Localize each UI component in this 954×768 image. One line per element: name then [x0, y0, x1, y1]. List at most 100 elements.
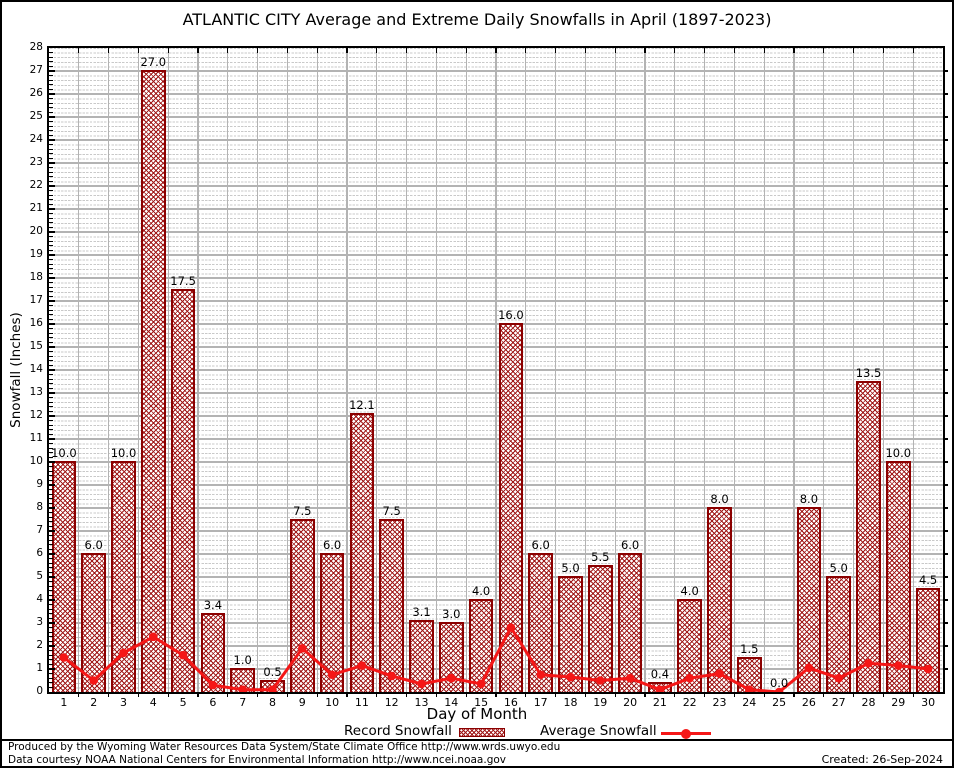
left-minor-tick [49, 558, 53, 560]
record-bar-day-5 [170, 288, 196, 692]
x-axis-title: Day of Month [426, 705, 528, 723]
bottom-boundary-tick [733, 692, 735, 697]
x-tick-label: 22 [682, 696, 697, 709]
record-bar-day-7 [230, 668, 255, 692]
bar-value-label: 0.5 [263, 664, 282, 679]
bottom-boundary-tick [465, 692, 467, 697]
record-bar-day-29 [886, 461, 911, 692]
record-bar-day-13 [409, 619, 434, 692]
right-major-tick [943, 645, 948, 647]
left-minor-tick [49, 604, 53, 606]
left-minor-tick [49, 79, 53, 81]
left-minor-tick [49, 314, 53, 316]
right-major-tick [943, 530, 948, 532]
left-minor-tick [49, 489, 53, 491]
left-major-tick [49, 668, 55, 670]
left-minor-tick [49, 447, 53, 449]
left-minor-tick [49, 111, 53, 113]
top-boundary-tick [793, 48, 795, 53]
x-tick-label: 4 [149, 696, 157, 709]
y-tick-label: 12 [29, 409, 43, 421]
bar-value-label: 13.5 [855, 365, 882, 380]
left-minor-tick [49, 134, 53, 136]
left-minor-tick [49, 249, 53, 251]
left-minor-tick [49, 686, 53, 688]
left-minor-tick [49, 171, 53, 173]
bar-value-label: 16.0 [498, 308, 524, 322]
y-tick-label: 7 [36, 524, 43, 536]
top-boundary-tick [614, 48, 616, 53]
left-minor-tick [49, 387, 53, 389]
record-bar-day-24 [737, 656, 762, 692]
right-major-tick [943, 668, 948, 670]
y-tick-label: 27 [29, 64, 43, 76]
y-tick-label: 6 [36, 547, 43, 559]
major-horizontal-gridline [49, 323, 943, 325]
left-minor-tick [49, 295, 53, 297]
right-major-tick [943, 116, 948, 118]
x-tick-label: 16 [503, 696, 518, 709]
y-tick-label: 16 [29, 317, 43, 329]
record-bar-day-26 [796, 507, 822, 692]
left-minor-tick [49, 130, 53, 132]
left-major-tick [49, 530, 55, 532]
top-boundary-tick [406, 48, 408, 53]
x-tick-label: 3 [120, 696, 127, 709]
major-horizontal-gridline [49, 208, 943, 210]
major-horizontal-gridline [49, 346, 943, 348]
left-minor-tick [49, 585, 53, 587]
record-bar-day-19 [588, 564, 613, 692]
left-major-tick [49, 93, 55, 95]
left-major-tick [49, 599, 55, 601]
y-tick-label: 15 [29, 340, 43, 352]
y-tick-label: 5 [36, 570, 43, 582]
major-horizontal-gridline [49, 231, 943, 233]
bar-value-label: 12.1 [349, 397, 375, 412]
plot-area: 10.0 1 6.0 2 10.0 3 27.0 4 17.5 5 3.4 6 1.0 7 0.5 8 7.5 9… [30, 41, 948, 709]
left-minor-tick [49, 535, 53, 537]
left-minor-tick [49, 525, 53, 527]
x-tick-label: 30 [921, 696, 936, 709]
bar-value-label: 4.0 [680, 584, 699, 598]
left-minor-tick [49, 682, 53, 684]
left-major-tick [49, 415, 55, 417]
left-minor-tick [49, 236, 53, 238]
bottom-boundary-tick [137, 692, 139, 697]
major-horizontal-gridline [49, 461, 943, 463]
left-minor-tick [49, 521, 53, 523]
bottom-boundary-tick [406, 692, 408, 697]
top-boundary-tick [435, 48, 437, 53]
left-major-tick [49, 70, 55, 72]
x-tick-label: 29 [891, 696, 906, 709]
left-minor-tick [49, 341, 53, 343]
right-major-tick [943, 599, 948, 601]
bottom-boundary-tick [495, 692, 497, 697]
left-minor-tick [49, 309, 53, 311]
left-major-tick [49, 369, 55, 371]
left-minor-tick [49, 410, 53, 412]
left-minor-tick [49, 328, 53, 330]
left-minor-tick [49, 397, 53, 399]
left-minor-tick [49, 383, 53, 385]
bar-value-label: 5.0 [561, 561, 580, 575]
y-tick-label: 11 [29, 432, 43, 444]
left-minor-tick [49, 364, 53, 366]
right-major-tick [943, 254, 948, 256]
x-tick-label: 7 [239, 696, 247, 709]
left-major-tick [49, 277, 55, 279]
left-major-tick [49, 392, 55, 394]
top-boundary-tick [78, 48, 80, 53]
x-tick-label: 21 [652, 696, 667, 709]
left-major-tick [49, 185, 55, 187]
left-minor-tick [49, 263, 53, 265]
right-major-tick [943, 208, 948, 210]
left-major-tick [49, 300, 55, 302]
y-tick-label: 2 [36, 639, 43, 651]
right-major-tick [943, 461, 948, 463]
left-minor-tick [49, 245, 53, 247]
left-minor-tick [49, 631, 53, 633]
left-minor-tick [49, 571, 53, 573]
left-minor-tick [49, 640, 53, 642]
top-boundary-tick [108, 48, 110, 53]
left-minor-tick [49, 452, 53, 454]
